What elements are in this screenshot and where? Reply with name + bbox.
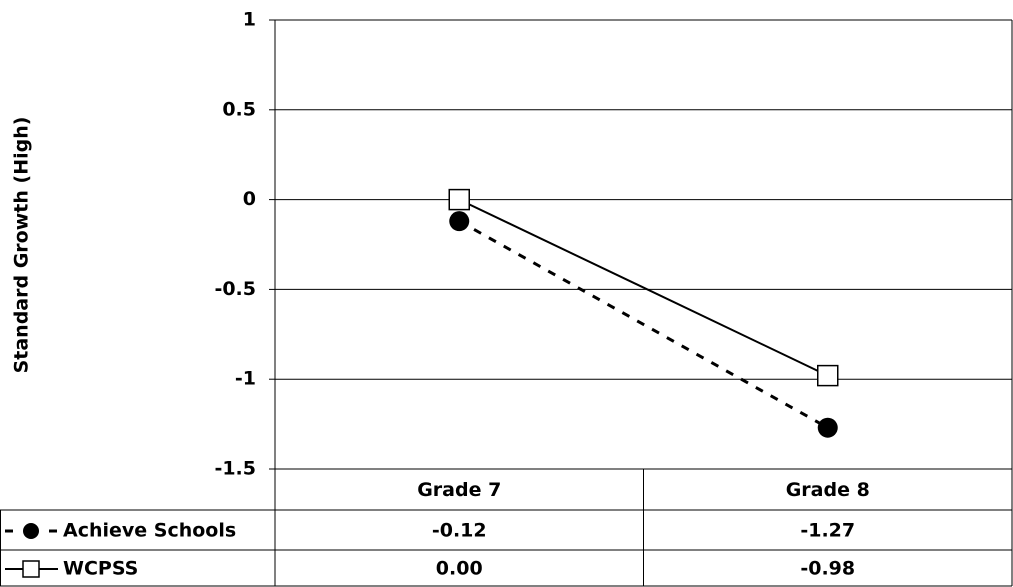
table-value: 0.00 <box>436 558 483 580</box>
legend-marker <box>23 523 39 539</box>
data-point <box>448 188 470 211</box>
series-line <box>458 219 829 430</box>
data-point <box>449 211 470 232</box>
y-tick-label: 0 <box>243 188 256 210</box>
y-tick-label: 1 <box>243 9 256 31</box>
x-tick-label: Grade 8 <box>786 479 870 501</box>
legend-label: WCPSS <box>63 558 138 580</box>
y-axis-label: Standard Growth (High) <box>11 117 33 374</box>
table-value: -0.12 <box>432 520 487 542</box>
y-tick-label: -1.5 <box>214 458 256 480</box>
data-point <box>817 364 839 387</box>
x-tick-label: Grade 7 <box>417 479 501 501</box>
legend-label: Achieve Schools <box>63 520 236 542</box>
y-tick-label: -1 <box>235 368 256 390</box>
table-value: -0.98 <box>800 558 855 580</box>
legend-marker <box>22 560 40 578</box>
series-line <box>458 198 829 377</box>
table-value: -1.27 <box>800 520 855 542</box>
y-tick-label: 0.5 <box>222 98 256 120</box>
y-tick-label: -0.5 <box>214 278 256 300</box>
data-point <box>817 417 838 438</box>
